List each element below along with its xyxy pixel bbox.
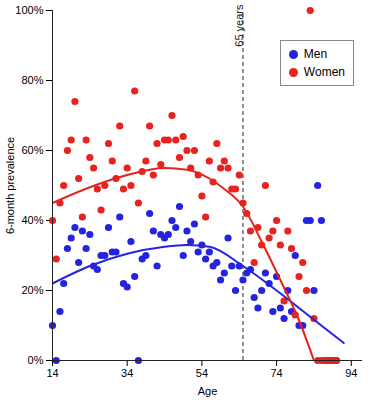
svg-text:6-month prevalence: 6-month prevalence [4,137,16,234]
svg-text:60%: 60% [21,144,43,156]
svg-text:65 years: 65 years [233,4,245,47]
html-text:Women: Women [303,65,345,79]
svg-text:14: 14 [46,367,58,379]
svg-text:100%: 100% [15,4,43,16]
svg-text:74: 74 [270,367,282,379]
svg-text:80%: 80% [21,74,43,86]
svg-text:20%: 20% [21,284,43,296]
svg-text:54: 54 [196,367,208,379]
svg-text:40%: 40% [21,214,43,226]
svg-text:0%: 0% [28,354,44,366]
svg-text:94: 94 [345,367,357,379]
html-text:Men: Men [303,47,328,61]
svg-text:34: 34 [121,367,133,379]
svg-text:Age: Age [198,385,218,397]
